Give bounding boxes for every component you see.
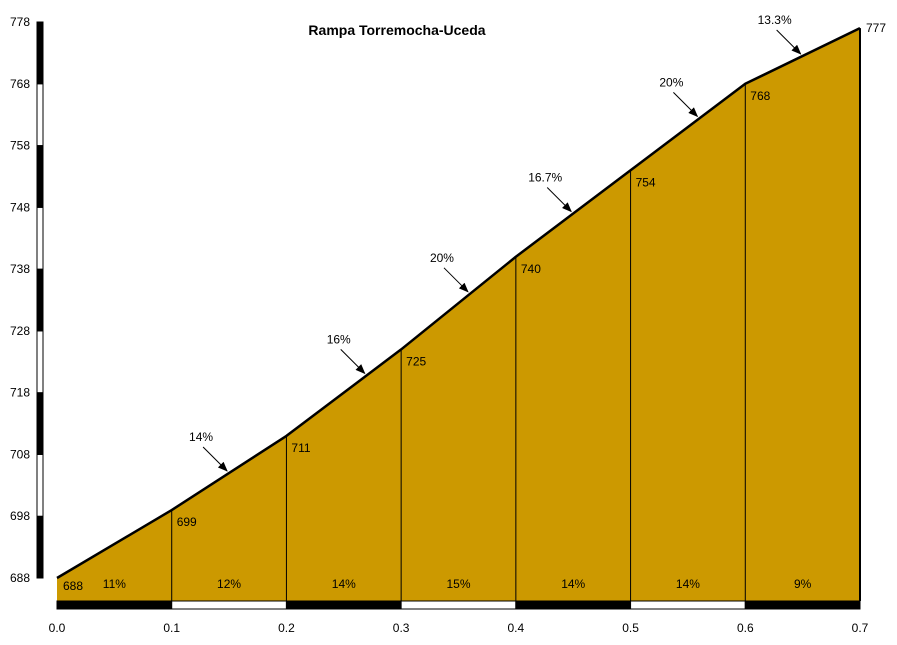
x-axis-segment xyxy=(744,600,861,610)
slope-annotation-label: 20% xyxy=(659,75,683,89)
area-layer xyxy=(56,27,861,601)
y-axis-segment xyxy=(36,515,44,579)
elevation-label: 740 xyxy=(521,262,541,276)
elevation-label: 725 xyxy=(406,354,426,368)
x-tick-label: 0.6 xyxy=(737,621,754,635)
slope-annotation-label: 16% xyxy=(327,332,351,346)
x-tick-label: 0.3 xyxy=(393,621,410,635)
segment-gradient-label: 15% xyxy=(446,577,470,591)
y-axis-segment xyxy=(36,392,44,455)
slope-arrow xyxy=(340,349,366,375)
slope-annotation-label: 14% xyxy=(189,430,213,444)
axis-layer xyxy=(36,21,861,610)
slope-arrow xyxy=(673,92,699,118)
x-tick-label: 0.2 xyxy=(278,621,295,635)
y-tick-label: 748 xyxy=(10,200,30,214)
slope-annotation-label: 20% xyxy=(430,251,454,265)
y-tick-label: 688 xyxy=(10,571,30,585)
elevation-label: 699 xyxy=(177,515,197,529)
y-tick-label: 698 xyxy=(10,509,30,523)
x-tick-label: 0.4 xyxy=(508,621,525,635)
x-axis-segment xyxy=(630,600,746,610)
y-tick-label: 728 xyxy=(10,324,30,338)
y-tick-label: 758 xyxy=(10,139,30,153)
x-tick-label: 0.7 xyxy=(852,621,869,635)
elevation-label: 768 xyxy=(750,89,770,103)
slope-arrow xyxy=(546,187,572,213)
x-axis-segment xyxy=(515,600,632,610)
segment-gradient-label: 14% xyxy=(676,577,700,591)
y-axis-segment xyxy=(36,453,44,517)
y-axis-segment xyxy=(36,330,44,394)
y-tick-label: 778 xyxy=(10,15,30,29)
segment-gradient-label: 9% xyxy=(794,577,812,591)
y-tick-label: 768 xyxy=(10,77,30,91)
profile-line xyxy=(56,27,861,580)
slope-annotation-label: 13.3% xyxy=(758,13,792,27)
x-axis-segment xyxy=(400,600,517,610)
segment-gradient-label: 12% xyxy=(217,577,241,591)
elevation-label: 777 xyxy=(866,21,886,35)
x-tick-label: 0.1 xyxy=(163,621,180,635)
y-tick-label: 718 xyxy=(10,386,30,400)
segment-gradient-label: 14% xyxy=(332,577,356,591)
label-layer: 688 698 708 718 728 738 748 758 768 778 0.0 0.1 0.2 0… xyxy=(10,13,886,635)
y-tick-label: 708 xyxy=(10,447,30,461)
elevation-label: 754 xyxy=(636,175,656,189)
slope-arrow xyxy=(443,267,469,293)
y-axis-segment xyxy=(36,83,44,147)
y-axis-segment xyxy=(36,145,44,208)
slope-arrow xyxy=(776,29,802,55)
y-axis-segment xyxy=(36,21,44,85)
slope-annotation-label: 16.7% xyxy=(528,171,562,185)
y-axis-segment xyxy=(36,206,44,270)
y-axis-segment xyxy=(36,268,44,332)
profile-area xyxy=(57,28,860,601)
x-axis-segment xyxy=(171,600,287,610)
x-tick-label: 0.5 xyxy=(622,621,639,635)
segment-gradient-label: 14% xyxy=(561,577,585,591)
elevation-label: 688 xyxy=(63,579,83,593)
y-tick-label: 738 xyxy=(10,262,30,276)
x-axis-segment xyxy=(285,600,402,610)
segment-gradient-label: 11% xyxy=(103,577,126,591)
elevation-label: 711 xyxy=(291,441,310,455)
x-tick-label: 0.0 xyxy=(49,621,66,635)
chart-title: Rampa Torremocha-Uceda xyxy=(308,22,485,38)
slope-arrow xyxy=(202,446,228,472)
x-axis-segment xyxy=(56,600,173,610)
